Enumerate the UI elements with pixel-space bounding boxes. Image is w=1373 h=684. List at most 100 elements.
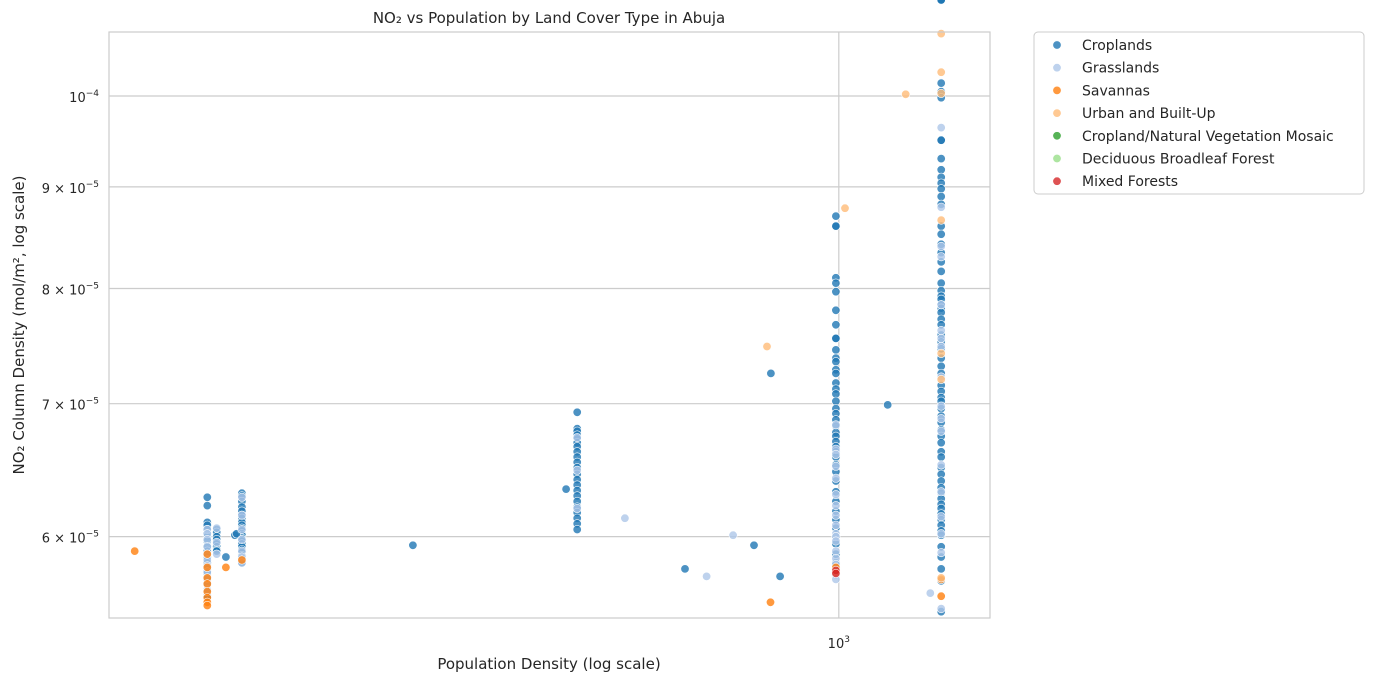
data-point [237, 555, 247, 565]
data-point [936, 564, 946, 574]
data-point [831, 320, 841, 330]
y-tick-label: 8 × 10−5 [42, 281, 99, 298]
data-point [408, 540, 418, 550]
data-point [936, 252, 946, 262]
data-point [202, 501, 212, 511]
legend-frame [1033, 31, 1365, 195]
data-point [840, 203, 850, 213]
y-tick-label-mantissa: 10 [69, 91, 86, 106]
legend-label: Deciduous Broadleaf Forest [1082, 152, 1275, 168]
data-point [237, 534, 247, 544]
data-point [936, 165, 946, 175]
data-point [936, 333, 946, 343]
data-point [936, 123, 946, 133]
y-tick-label: 10−4 [69, 89, 99, 106]
scatter-points [130, 0, 946, 617]
data-point [202, 562, 212, 572]
data-point [221, 562, 231, 572]
y-tick-label-exponent: −5 [86, 180, 99, 190]
data-point [831, 520, 841, 530]
data-point [936, 414, 946, 424]
data-point [936, 278, 946, 288]
data-point [572, 465, 582, 475]
data-point [831, 473, 841, 483]
legend-marker [1052, 154, 1062, 164]
data-point [237, 524, 247, 534]
data-point [831, 345, 841, 355]
y-tick-label-exponent: −5 [86, 397, 99, 407]
legend-item: Croplands [1052, 38, 1152, 54]
data-point [936, 548, 946, 558]
legend-label: Grasslands [1082, 61, 1159, 77]
data-point [925, 588, 935, 598]
data-point [936, 426, 946, 436]
data-point [936, 88, 946, 98]
data-point [936, 215, 946, 225]
data-point [936, 192, 946, 202]
legend-marker [1052, 63, 1062, 73]
plot-frame [108, 31, 991, 619]
data-point [831, 449, 841, 459]
data-point [831, 287, 841, 297]
grid [109, 32, 990, 618]
data-point [936, 29, 946, 39]
data-point [883, 400, 893, 410]
legend-marker [1052, 40, 1062, 50]
chart-title: NO₂ vs Population by Land Cover Type in … [373, 9, 725, 27]
series-mixed-forests [831, 565, 841, 578]
data-point [936, 67, 946, 77]
x-tick-label: 103 [828, 635, 850, 652]
data-point [202, 579, 212, 589]
data-point [831, 461, 841, 471]
y-axis-ticks: 6 × 10−57 × 10−58 × 10−59 × 10−510−4 [42, 89, 100, 547]
data-point [572, 524, 582, 534]
legend-label: Savannas [1082, 83, 1150, 99]
y-tick-label-exponent: −5 [86, 530, 99, 540]
y-tick-label-exponent: −4 [86, 89, 100, 99]
data-point [936, 184, 946, 194]
legend-label: Cropland/Natural Vegetation Mosaic [1082, 129, 1334, 145]
data-point [831, 490, 841, 500]
data-point [237, 492, 247, 502]
x-axis-ticks: 103 [828, 635, 850, 652]
data-point [936, 460, 946, 470]
data-point [765, 597, 775, 607]
data-point [936, 529, 946, 539]
data-point [572, 433, 582, 443]
legend: Croplands Grasslands Savannas Urban and Bui… [1033, 31, 1365, 195]
data-point [831, 357, 841, 367]
data-point [202, 600, 212, 610]
data-point [572, 503, 582, 513]
data-point [936, 325, 946, 335]
data-point [212, 537, 222, 547]
y-tick-label: 9 × 10−5 [42, 180, 99, 197]
data-point [561, 484, 571, 494]
data-point [202, 549, 212, 559]
legend-label: Croplands [1082, 38, 1152, 54]
legend-item: Urban and Built-Up [1052, 106, 1216, 122]
data-point [936, 202, 946, 212]
data-point [831, 501, 841, 511]
legend-marker [1052, 131, 1062, 141]
data-point [130, 546, 140, 556]
data-point [936, 300, 946, 310]
data-point [831, 536, 841, 546]
data-point [936, 573, 946, 583]
data-point [762, 341, 772, 351]
data-point [831, 368, 841, 378]
data-point [749, 540, 759, 550]
data-point [831, 510, 841, 520]
data-point [936, 348, 946, 358]
legend-item: Cropland/Natural Vegetation Mosaic [1052, 129, 1334, 145]
data-point [936, 591, 946, 601]
data-point [936, 401, 946, 411]
y-tick-label: 6 × 10−5 [42, 530, 99, 547]
y-tick-label-mantissa: 6 × 10 [42, 532, 86, 547]
data-point [936, 374, 946, 384]
data-point [212, 523, 222, 533]
legend-item: Deciduous Broadleaf Forest [1052, 152, 1275, 168]
data-point [901, 89, 911, 99]
data-point [212, 549, 222, 559]
data-point [237, 510, 247, 520]
data-point [936, 241, 946, 251]
